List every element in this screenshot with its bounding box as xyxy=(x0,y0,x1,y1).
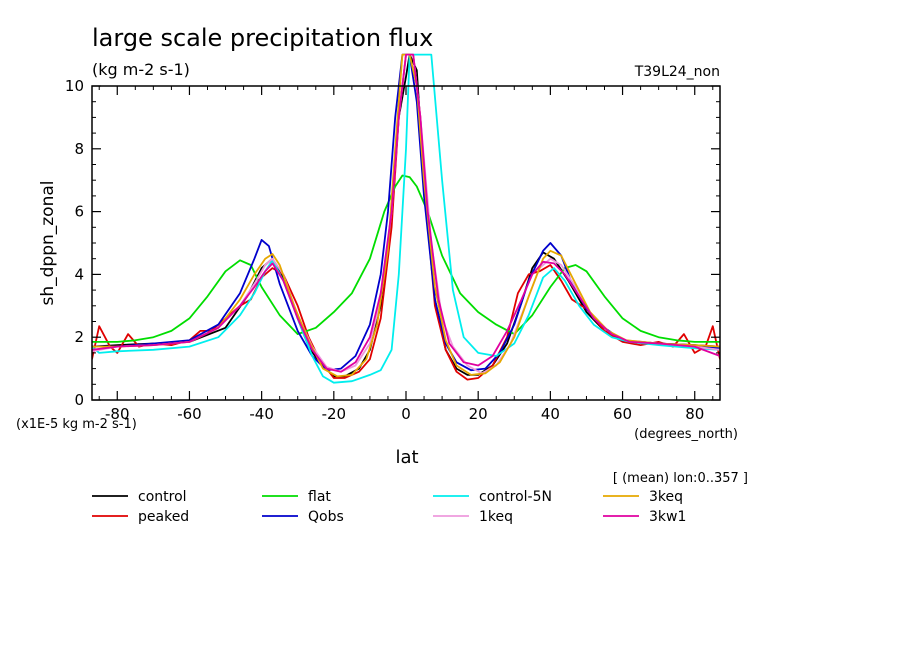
x-tick-label: 80 xyxy=(685,405,704,423)
y-axis-label: sh_dppn_zonal xyxy=(38,180,58,305)
x-tick-label: 20 xyxy=(469,405,488,423)
y-scale-note: (x1E-5 kg m-2 s-1) xyxy=(16,417,137,432)
tick-layer: -80 -60 -40 -20 0 20 40 60 80 0 2 4 6 8 10 xyxy=(65,77,720,423)
legend-label-peaked: peaked xyxy=(138,509,189,525)
legend-label-1keq: 1keq xyxy=(479,509,513,525)
series-layer xyxy=(92,53,720,384)
series-line-1keq xyxy=(92,53,720,375)
y-tick-label: 8 xyxy=(74,140,84,158)
legend-label-3kw1: 3kw1 xyxy=(649,509,686,525)
x-tick-label: -60 xyxy=(177,405,202,423)
legend-label-control: control xyxy=(138,489,187,505)
legend: control peaked flat Qobs control-5N 1keq 3keq 3… xyxy=(92,489,686,525)
series-line-flat xyxy=(92,174,720,343)
chart-title: large scale precipitation flux xyxy=(92,24,433,52)
run-label: T39L24_non xyxy=(634,64,720,80)
legend-label-control-5n: control-5N xyxy=(479,489,552,505)
y-tick-label: 2 xyxy=(74,328,84,346)
series-line-qobs xyxy=(92,53,720,372)
series-line-3kw1 xyxy=(92,53,720,373)
chart-units: (kg m-2 s-1) xyxy=(92,60,190,79)
x-axis-label: lat xyxy=(395,447,418,468)
x-tick-label: -20 xyxy=(322,405,347,423)
series-line-peaked xyxy=(92,53,720,381)
legend-label-3keq: 3keq xyxy=(649,489,683,505)
x-tick-label: -80 xyxy=(105,405,130,423)
x-tick-label: 0 xyxy=(401,405,411,423)
mean-note: [ (mean) lon:0..357 ] xyxy=(613,471,748,486)
legend-label-flat: flat xyxy=(308,489,331,505)
x-tick-label: 60 xyxy=(613,405,632,423)
legend-label-qobs: Qobs xyxy=(308,509,344,525)
series-line-control-5n xyxy=(92,53,720,384)
y-tick-label: 0 xyxy=(74,391,84,409)
x-tick-label: -40 xyxy=(249,405,274,423)
series-line-3keq xyxy=(92,53,720,378)
y-tick-label: 4 xyxy=(74,265,84,283)
x-units-label: (degrees_north) xyxy=(634,427,738,442)
x-tick-label: 40 xyxy=(541,405,560,423)
series-line-control xyxy=(92,53,720,378)
y-tick-label: 10 xyxy=(65,77,84,95)
y-tick-label: 6 xyxy=(74,203,84,221)
